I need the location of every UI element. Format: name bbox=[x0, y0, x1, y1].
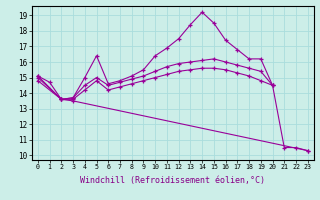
X-axis label: Windchill (Refroidissement éolien,°C): Windchill (Refroidissement éolien,°C) bbox=[80, 176, 265, 185]
